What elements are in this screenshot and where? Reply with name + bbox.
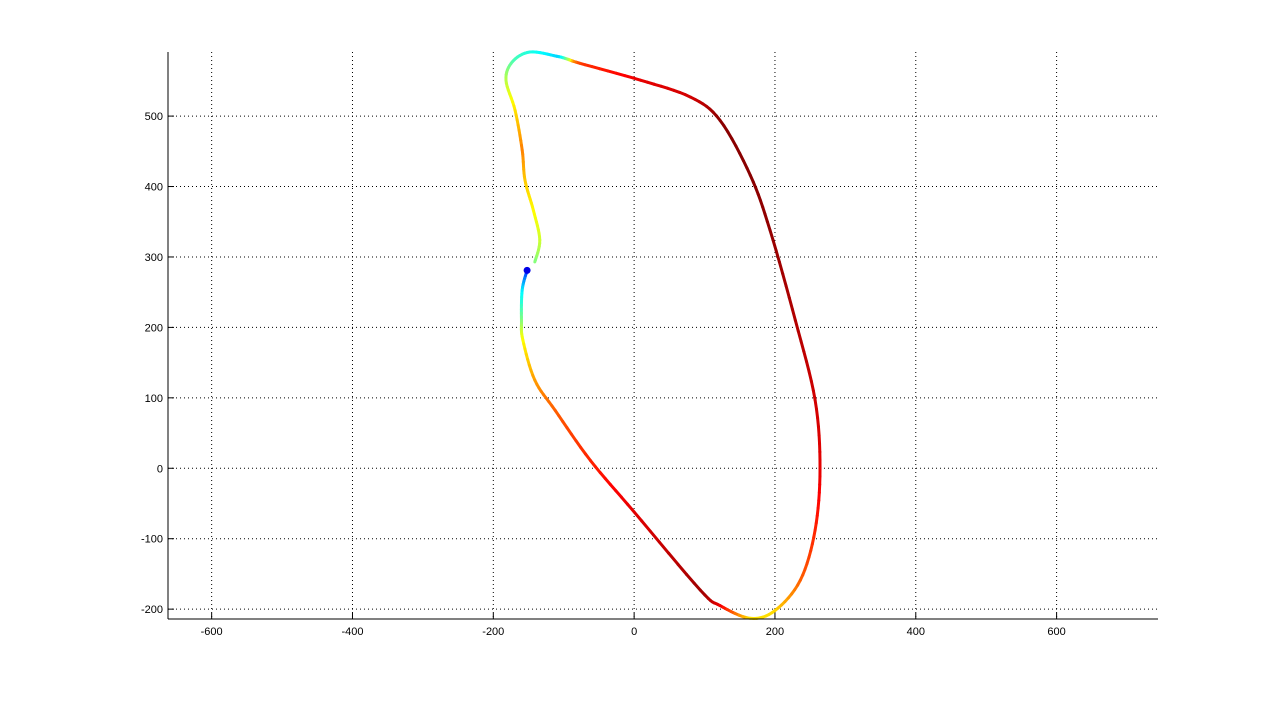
trajectory-segment — [642, 521, 651, 531]
y-tick-label: -100 — [141, 534, 163, 546]
x-tick-label: -600 — [201, 626, 223, 638]
x-tick-label: 400 — [907, 626, 925, 638]
axes: -600 -400 -200 0 200 400 600 -200 -100 0 100 200 300… — [141, 52, 1158, 638]
trajectory-segment — [770, 230, 773, 240]
trajectory-segment — [687, 574, 695, 583]
y-tick-label: 0 — [157, 463, 163, 475]
trajectory-segment — [786, 286, 789, 298]
trajectory-series — [506, 52, 820, 619]
trajectory-segment — [801, 341, 804, 351]
x-tick-label: -200 — [482, 626, 504, 638]
trajectory-segment — [807, 362, 810, 372]
y-tick-label: 500 — [145, 111, 163, 123]
y-tick-label: 100 — [145, 393, 163, 405]
x-tick-label: 0 — [631, 626, 637, 638]
trajectory-segment — [678, 564, 687, 574]
y-tick-label: 400 — [145, 182, 163, 194]
trajectory-start-marker — [524, 267, 531, 274]
trajectory-segment — [650, 531, 659, 542]
trajectory-segment — [795, 320, 798, 331]
trajectory-segment — [804, 351, 807, 361]
trajectory-segment — [659, 542, 668, 553]
x-tick-label: -400 — [341, 626, 363, 638]
trajectory-segment — [792, 309, 795, 320]
x-tick-label: 600 — [1047, 626, 1065, 638]
y-tick-label: 300 — [145, 252, 163, 264]
x-tick-label: 200 — [766, 626, 784, 638]
y-tick-label: 200 — [145, 322, 163, 334]
trajectory-segment — [779, 262, 782, 274]
trajectory-segment — [783, 274, 786, 286]
y-tick-label: -200 — [141, 604, 163, 616]
grid — [168, 52, 1158, 619]
trajectory-segment — [773, 240, 776, 251]
trajectory-segment — [669, 553, 678, 564]
trajectory-segment — [628, 504, 635, 512]
trajectory-segment — [789, 298, 792, 310]
trajectory-segment — [634, 512, 642, 521]
trajectory-segment — [798, 331, 801, 341]
trajectory-segment — [776, 251, 779, 262]
